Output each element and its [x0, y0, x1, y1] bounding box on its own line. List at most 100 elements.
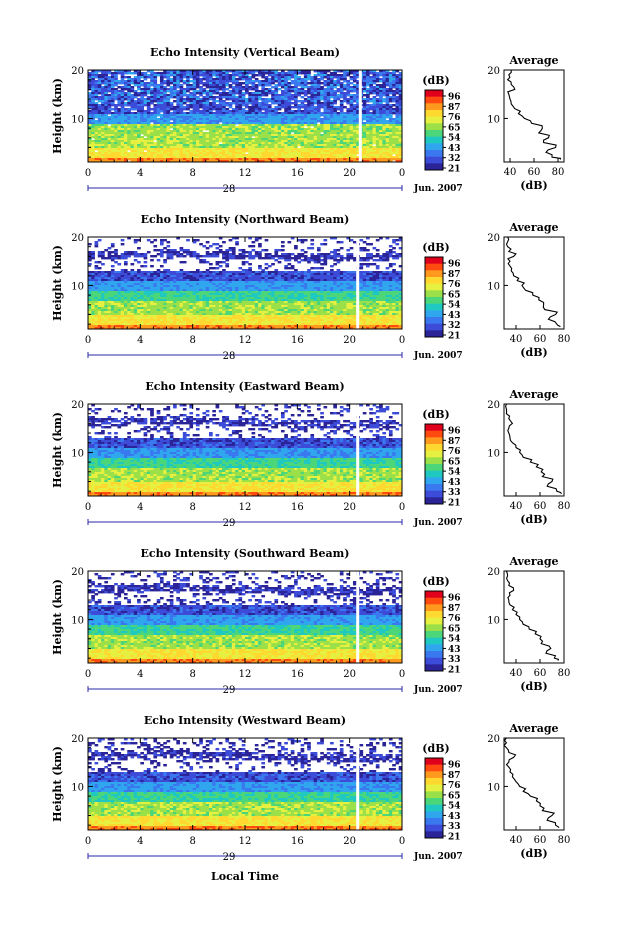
heatmap-cell	[163, 128, 167, 131]
heatmap-cell	[166, 110, 171, 113]
x-tick-label: 20	[343, 168, 356, 179]
heatmap-cell	[156, 120, 161, 123]
heatmap-cell	[150, 241, 154, 244]
heatmap-cell	[114, 120, 118, 123]
heatmap-cell	[88, 130, 92, 133]
heatmap-cell	[143, 122, 148, 125]
heatmap-cell	[169, 88, 174, 91]
heatmap-cell	[140, 148, 144, 151]
heatmap-cell	[123, 86, 128, 89]
heatmap-cell	[114, 104, 118, 107]
heatmap-cell	[195, 70, 200, 73]
heatmap-cell	[169, 152, 174, 155]
heatmap-cell	[186, 106, 190, 109]
heatmap-cell	[153, 152, 158, 155]
heatmap-cell	[123, 257, 128, 260]
heatmap-cell	[294, 106, 298, 109]
heatmap-cell	[176, 114, 180, 117]
heatmap-cell	[150, 124, 154, 127]
heatmap-cell	[146, 92, 151, 95]
heatmap-cell	[186, 144, 190, 147]
heatmap-cell	[104, 92, 109, 95]
heatmap-cell	[97, 98, 102, 101]
heatmap-cell	[182, 160, 187, 163]
heatmap-cell	[91, 92, 95, 95]
heatmap-cell	[189, 156, 194, 159]
heatmap-cell	[182, 126, 187, 129]
heatmap-cell	[153, 128, 158, 131]
heatmap-cell	[123, 108, 128, 111]
heatmap-cell	[94, 94, 99, 97]
heatmap-cell	[110, 116, 115, 119]
heatmap-cell	[195, 72, 200, 75]
heatmap-cell	[107, 110, 112, 113]
heatmap-cell	[107, 154, 112, 157]
heatmap-cell	[179, 96, 184, 99]
heatmap-cell	[169, 108, 174, 111]
heatmap-cell	[130, 90, 135, 93]
heatmap-cell	[88, 116, 92, 119]
heatmap-cell	[114, 84, 118, 87]
heatmap-cell	[88, 96, 92, 99]
heatmap-cell	[88, 80, 92, 83]
heatmap-cell	[97, 144, 102, 147]
heatmap-cell	[120, 82, 125, 85]
heatmap-cell	[97, 80, 102, 83]
heatmap-cell	[248, 88, 252, 91]
heatmap-cell	[104, 104, 109, 107]
heatmap-cell	[127, 108, 131, 111]
heatmap-cell	[91, 98, 95, 101]
heatmap-cell	[199, 106, 203, 109]
heatmap-cell	[120, 144, 125, 147]
heatmap-cell	[137, 118, 141, 121]
heatmap-cell	[94, 84, 99, 87]
heatmap-cell	[192, 96, 197, 99]
heatmap-cell	[133, 148, 138, 151]
colorbar-tick-label: 32	[448, 154, 461, 164]
heatmap-cell	[169, 148, 174, 151]
heatmap-cell	[166, 150, 171, 153]
heatmap-cell	[143, 130, 148, 133]
heatmap-cell	[127, 130, 131, 133]
heatmap-cell	[137, 78, 141, 81]
heatmap-cell	[186, 84, 190, 87]
heatmap-cell	[107, 142, 112, 145]
heatmap-cell	[192, 108, 197, 111]
heatmap-cell	[159, 116, 164, 119]
heatmap-cell	[182, 116, 187, 119]
heatmap-cell	[179, 146, 184, 149]
heatmap-cell	[163, 152, 167, 155]
heatmap-cell	[169, 146, 174, 149]
heatmap-cell	[110, 265, 115, 268]
heatmap-cell	[176, 140, 180, 143]
heatmap-cell	[88, 128, 92, 131]
heatmap-cell	[88, 142, 92, 145]
heatmap-cell	[104, 84, 109, 87]
heatmap-cell	[320, 78, 324, 81]
heatmap-cell	[88, 106, 92, 109]
heatmap-cell	[94, 76, 99, 79]
heatmap-cell	[130, 114, 135, 117]
heatmap-cell	[97, 136, 102, 139]
heatmap-cell	[379, 80, 383, 83]
heatmap-cell	[114, 116, 118, 119]
heatmap-cell	[166, 152, 171, 155]
heatmap-cell	[267, 84, 272, 87]
colorbar-tick-label: 76	[448, 113, 461, 123]
heatmap-cell	[173, 96, 177, 99]
heatmap-cell	[153, 110, 158, 113]
heatmap-cell	[117, 108, 122, 111]
heatmap-cell	[153, 88, 158, 91]
heatmap-cell	[153, 136, 158, 139]
heatmap-cell	[104, 88, 109, 91]
heatmap-cell	[101, 114, 105, 117]
heatmap-cell	[143, 116, 148, 119]
heatmap-cell	[300, 72, 305, 75]
heatmap-cell	[133, 116, 138, 119]
heatmap-cell	[137, 144, 141, 147]
heatmap-cell	[159, 136, 164, 139]
heatmap-cell	[150, 152, 154, 155]
heatmap-cell	[362, 94, 367, 97]
heatmap-cell	[107, 76, 112, 79]
heatmap-cell	[130, 126, 135, 129]
